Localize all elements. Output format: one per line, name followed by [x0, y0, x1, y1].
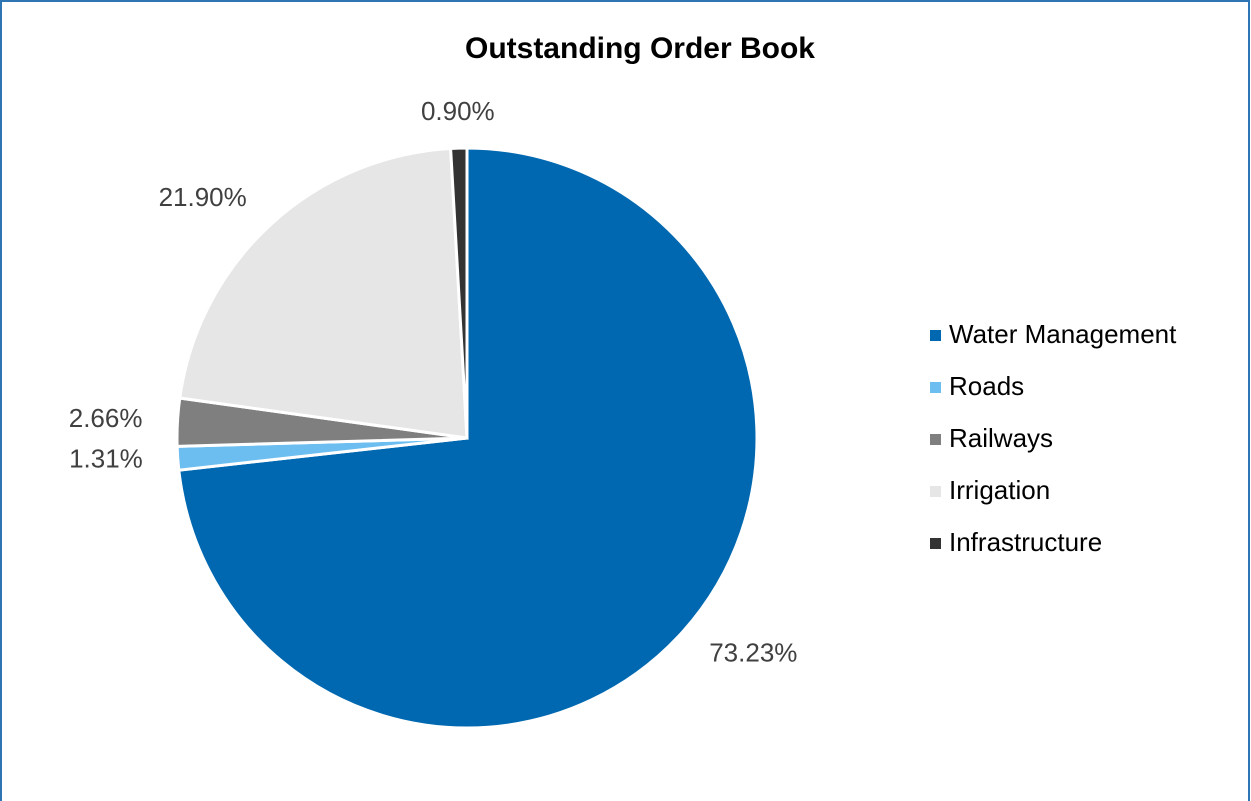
data-label: 2.66%	[69, 403, 143, 433]
legend-swatch	[930, 538, 941, 549]
data-label: 1.31%	[69, 444, 143, 474]
data-label: 21.90%	[159, 182, 247, 212]
legend-swatch	[930, 330, 941, 341]
legend-label: Roads	[949, 371, 1024, 401]
legend-label: Infrastructure	[949, 527, 1102, 557]
legend-swatch	[930, 382, 941, 393]
pie-slice	[178, 146, 469, 440]
chart-title: Outstanding Order Book	[465, 32, 815, 65]
legend-label: Water Management	[949, 319, 1177, 349]
pie-slice	[449, 146, 469, 439]
legend-label: Railways	[949, 423, 1053, 453]
legend-swatch	[930, 486, 941, 497]
data-label: 0.90%	[421, 96, 495, 126]
legend-label: Irrigation	[949, 475, 1050, 505]
data-label: 73.23%	[709, 638, 797, 668]
legend-swatch	[930, 434, 941, 445]
